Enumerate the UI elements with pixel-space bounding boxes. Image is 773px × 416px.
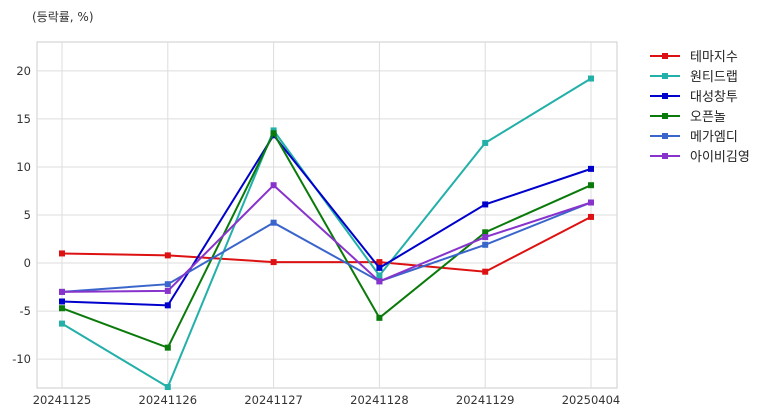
series-point <box>588 213 594 220</box>
legend-label: 원티드랩 <box>690 70 738 85</box>
series-point <box>376 259 383 266</box>
series-line-0 <box>61 216 592 273</box>
legend-label: 대성창투 <box>690 90 738 105</box>
series-point <box>482 139 489 146</box>
series-point <box>270 259 277 266</box>
y-tick-label: -10 <box>12 352 31 366</box>
series-line-2 <box>61 133 592 307</box>
x-tick-label: 20241126 <box>139 393 198 407</box>
series-point <box>164 344 171 351</box>
series-lines <box>59 75 594 391</box>
series-point <box>482 268 489 275</box>
x-tick-label: 20241128 <box>350 393 409 407</box>
series-point <box>376 314 383 321</box>
legend-label: 테마지수 <box>690 50 738 65</box>
unit-label: (등락률, %) <box>32 10 94 24</box>
series-point <box>482 241 489 248</box>
y-tick-label: 15 <box>16 112 31 126</box>
series-point <box>588 165 594 172</box>
series-point <box>164 287 171 294</box>
series-point <box>376 264 383 271</box>
series-point <box>270 130 277 137</box>
series-line-5 <box>61 183 592 293</box>
series-point <box>164 384 171 391</box>
series-point <box>59 288 65 295</box>
y-tick-label: 20 <box>16 64 31 78</box>
series-point <box>59 250 65 257</box>
legend-marker <box>662 93 668 99</box>
y-tick-label: 5 <box>24 208 31 222</box>
series-line-4 <box>61 201 592 293</box>
y-tick-label: 0 <box>24 256 31 270</box>
series-point <box>59 320 65 327</box>
legend-marker <box>662 113 668 119</box>
series-point <box>270 219 277 226</box>
series-point <box>588 75 594 82</box>
series-line-3 <box>61 131 592 349</box>
series-point <box>482 201 489 208</box>
series-point <box>588 199 594 206</box>
legend-marker <box>662 73 668 79</box>
y-tick-label: -5 <box>20 304 31 318</box>
legend-label: 메가엠디 <box>690 130 738 145</box>
legend-marker <box>662 133 668 139</box>
series-point <box>164 281 171 288</box>
x-tick-label: 20241127 <box>244 393 303 407</box>
series-point <box>270 182 277 189</box>
series-point <box>376 272 383 279</box>
y-axis-ticks: -10 -5 0 5 10 15 20 <box>12 64 31 366</box>
series-point <box>164 252 171 259</box>
series-point <box>588 182 594 189</box>
legend-label: 오픈놀 <box>690 110 726 125</box>
series-point <box>482 234 489 241</box>
legend-label: 아이비김영 <box>690 150 750 165</box>
x-tick-label: 20250404 <box>562 393 621 407</box>
x-axis-ticks: 20241125 20241126 20241127 20241128 20241129… <box>33 393 621 407</box>
series-point <box>376 278 383 285</box>
series-point <box>59 298 65 305</box>
x-tick-label: 20241129 <box>456 393 515 407</box>
series-point <box>164 302 171 309</box>
grid-lines <box>37 42 617 388</box>
legend-marker <box>662 53 668 59</box>
series-point <box>482 229 489 236</box>
series-point <box>59 305 65 312</box>
legend-marker <box>662 153 668 159</box>
y-tick-label: 10 <box>16 160 31 174</box>
x-tick-label: 20241125 <box>33 393 92 407</box>
